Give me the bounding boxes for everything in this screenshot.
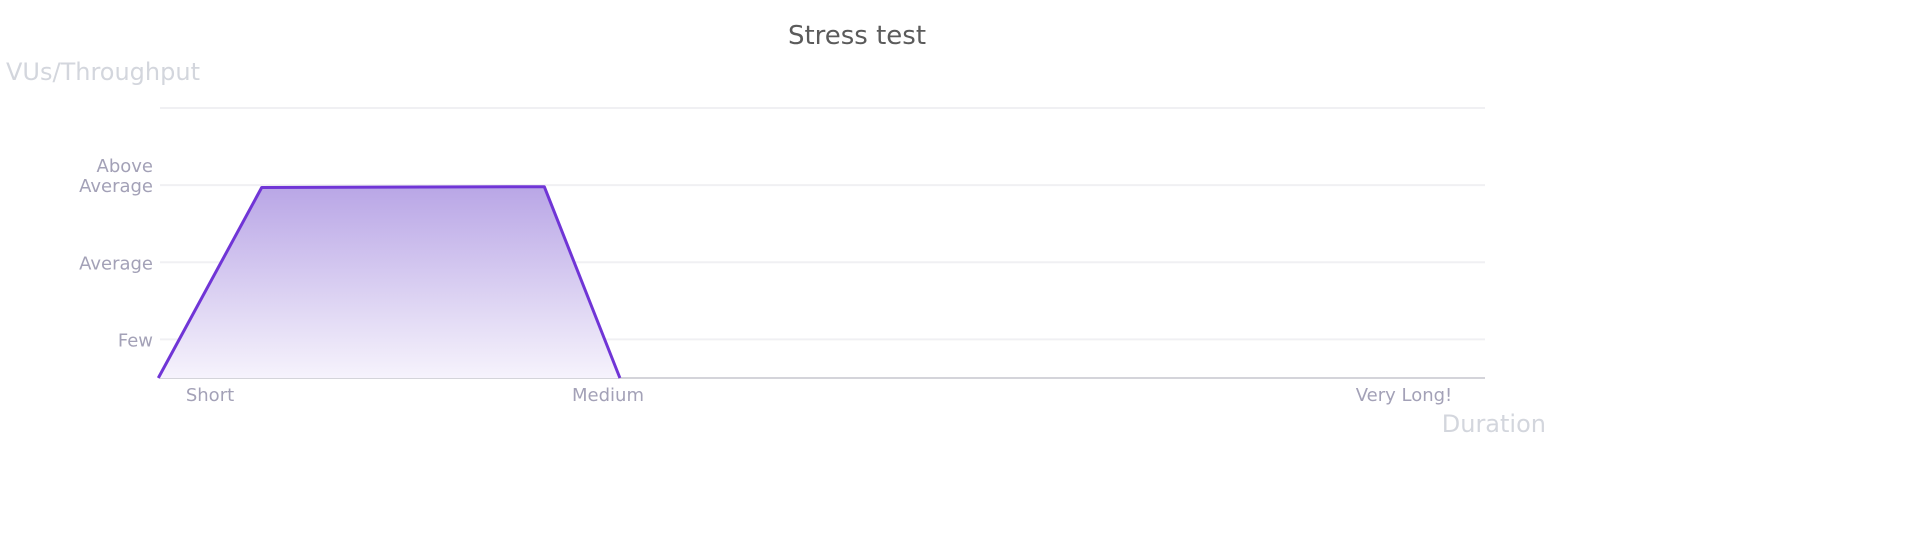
series-line bbox=[156, 185, 622, 379]
y-tick-label: Few bbox=[118, 330, 153, 351]
y-tick-label: Above bbox=[97, 156, 153, 177]
x-tick-label: Short bbox=[186, 385, 234, 406]
x-axis-label: Duration bbox=[1442, 410, 1546, 438]
area-fill bbox=[158, 186, 620, 378]
y-tick-label: Average bbox=[79, 253, 153, 274]
y-tick-label: Average bbox=[79, 176, 153, 197]
x-tick-label: Medium bbox=[572, 385, 644, 406]
x-tick-label: Very Long! bbox=[1356, 385, 1453, 406]
y-axis-label: VUs/Throughput bbox=[6, 58, 200, 86]
chart-title: Stress test bbox=[788, 21, 926, 51]
